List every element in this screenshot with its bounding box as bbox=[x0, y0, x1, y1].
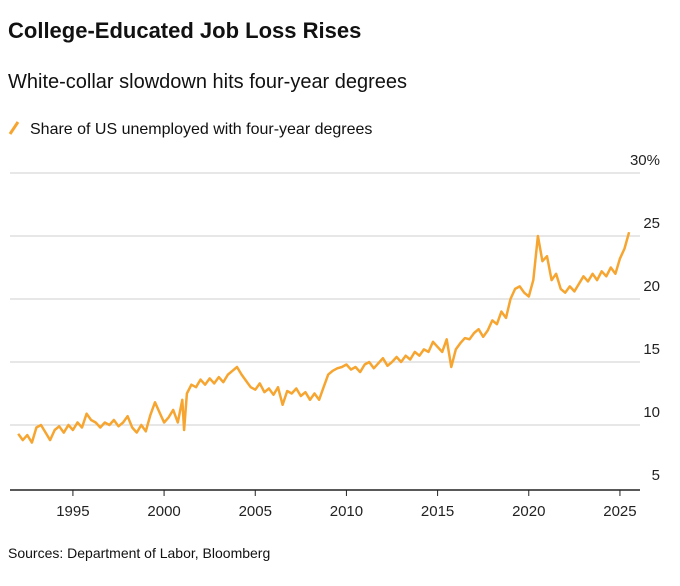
x-tick-label: 1995 bbox=[56, 503, 89, 520]
y-tick-label: 30% bbox=[630, 152, 660, 169]
data-line bbox=[17, 231, 631, 444]
x-tick-label: 2005 bbox=[239, 503, 272, 520]
chart-title: College-Educated Job Loss Rises bbox=[8, 18, 361, 43]
source-note: Sources: Department of Labor, Bloomberg bbox=[8, 545, 270, 561]
x-tick-label: 2010 bbox=[330, 503, 363, 520]
y-tick-label: 10 bbox=[643, 404, 660, 421]
legend-label: Share of US unemployed with four-year de… bbox=[30, 121, 372, 138]
chart-subtitle: White-collar slowdown hits four-year deg… bbox=[8, 71, 407, 93]
y-tick-label: 5 bbox=[652, 467, 660, 484]
y-tick-label: 25 bbox=[643, 215, 660, 232]
legend-swatch bbox=[8, 121, 20, 135]
y-tick-label: 20 bbox=[643, 278, 660, 295]
x-tick-label: 2020 bbox=[512, 503, 545, 520]
y-tick-label: 15 bbox=[643, 341, 660, 358]
x-tick-label: 2015 bbox=[421, 503, 454, 520]
x-tick-label: 2000 bbox=[147, 503, 180, 520]
x-tick-label: 2025 bbox=[603, 503, 636, 520]
